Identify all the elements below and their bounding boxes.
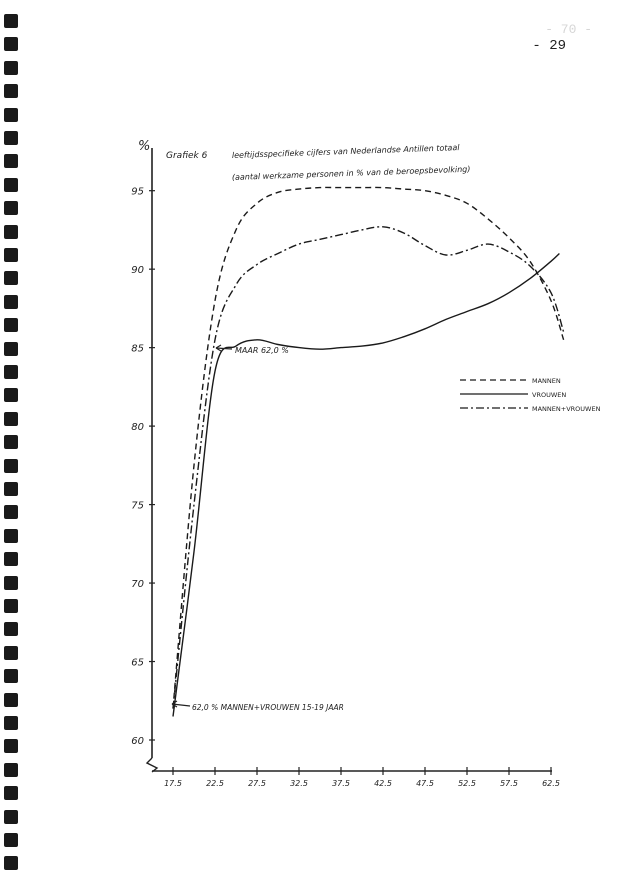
binding-hole [4, 528, 18, 543]
chart-titles: % Grafiek 6 leeftijdsspecifieke cijfers … [138, 139, 471, 182]
binding-hole [4, 294, 18, 309]
y-tick-label: 70 [131, 579, 144, 590]
binding-holes [0, 0, 22, 879]
binding-hole [4, 622, 18, 637]
chart-legend: MANNEN VROUWEN MANNEN+VROUWEN [460, 377, 601, 413]
binding-hole [4, 482, 18, 496]
binding-hole [4, 716, 18, 730]
legend-label-vrouwen: VROUWEN [532, 391, 566, 399]
binding-hole [4, 762, 18, 777]
y-tick-label: 65 [131, 658, 144, 669]
binding-hole [4, 107, 18, 122]
y-tick-label: 90 [131, 265, 144, 276]
y-tick-label: 85 [131, 344, 144, 355]
binding-hole [4, 833, 18, 847]
page-number: - 29 [532, 38, 566, 54]
binding-hole [4, 458, 18, 473]
binding-hole [4, 341, 18, 356]
annotation-arrowhead-1 [215, 344, 222, 352]
binding-hole [4, 739, 18, 754]
y-tick-label: 75 [131, 501, 144, 512]
binding-hole [4, 201, 18, 216]
y-tick-label: 95 [131, 187, 144, 198]
binding-hole [4, 435, 18, 450]
x-tick-label: 17.5 [164, 779, 182, 788]
binding-hole [4, 318, 18, 333]
binding-hole [4, 692, 18, 707]
chart-title: leeftijdsspecifieke cijfers van Nederlan… [232, 143, 461, 160]
annotation-total: 62,0 % MANNEN+VROUWEN 15-19 JAAR [192, 703, 344, 712]
y-tick-label: 60 [131, 736, 144, 747]
binding-hole [4, 271, 18, 286]
annotation-arrow-1 [215, 347, 233, 350]
series-line-vrouwen [172, 252, 560, 717]
series-line-mannen [172, 186, 565, 709]
binding-hole [4, 37, 18, 52]
binding-hole [4, 365, 18, 379]
binding-hole [4, 645, 18, 660]
binding-hole [4, 84, 18, 99]
x-tick-label: 22.5 [206, 779, 224, 788]
chart-title-prefix: Grafiek 6 [166, 151, 208, 161]
y-axis-label: % [138, 139, 150, 154]
binding-hole [4, 552, 18, 567]
binding-hole [4, 131, 18, 145]
binding-hole [4, 60, 18, 75]
x-tick-label: 32.5 [290, 779, 308, 788]
binding-hole [4, 575, 18, 590]
binding-hole [4, 856, 18, 871]
binding-hole [4, 224, 18, 239]
chart-axes [145, 148, 552, 773]
binding-hole [4, 786, 18, 801]
annotation-arrow-2 [171, 703, 191, 707]
x-tick-label: 47.5 [416, 779, 434, 788]
binding-hole [4, 669, 18, 684]
chart-subtitle: (aantal werkzame personen in % van de be… [232, 165, 471, 182]
annotation-arrowhead-2 [171, 700, 178, 708]
y-axis-break [145, 757, 159, 773]
binding-hole [4, 809, 18, 824]
legend-label-mannen: MANNEN [532, 377, 561, 385]
chart-series [172, 186, 565, 717]
x-tick-label: 52.5 [458, 779, 476, 788]
x-tick-label: 57.5 [500, 779, 518, 788]
binding-hole [4, 14, 18, 28]
faded-page-number: - 70 - [545, 22, 592, 37]
binding-hole [4, 505, 18, 520]
legend-label-mannen-vrouwen: MANNEN+VROUWEN [532, 405, 601, 413]
binding-hole [4, 599, 18, 613]
x-tick-label: 37.5 [332, 779, 350, 788]
x-tick-label: 27.5 [248, 779, 266, 788]
x-tick-label: 62.5 [542, 779, 560, 788]
series-line-mannen-vrouwen [172, 226, 565, 709]
x-tick-label: 42.5 [374, 779, 392, 788]
binding-hole [4, 388, 18, 403]
annotation-men: MAAR 62,0 % [235, 346, 289, 355]
binding-hole [4, 248, 18, 262]
chart-ticks: 60 65 70 75 80 85 90 95 17.5 22.5 27.5 32.5 37.5 42.5… [131, 187, 560, 788]
chart-annotations: MAAR 62,0 % 62,0 % MANNEN+VROUWEN 15-19 J… [171, 344, 344, 712]
binding-hole [4, 411, 18, 426]
binding-hole [4, 177, 18, 192]
binding-hole [4, 154, 18, 169]
y-tick-label: 80 [131, 422, 144, 433]
